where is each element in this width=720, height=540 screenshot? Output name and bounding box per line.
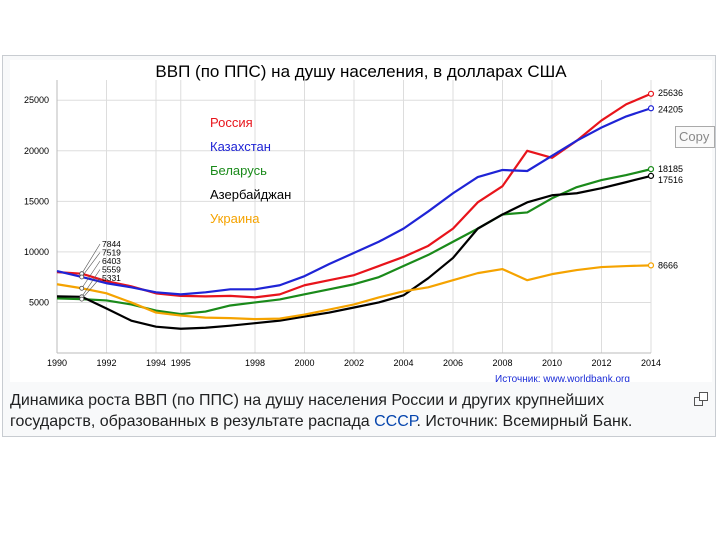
legend-entry: Казахстан <box>210 139 271 154</box>
y-tick-label: 5000 <box>29 297 49 307</box>
end-value-label: 25636 <box>658 88 683 98</box>
start-label-leader <box>81 277 101 300</box>
caption-text: Динамика роста ВВП (по ППС) на душу насе… <box>10 392 605 430</box>
figure-caption: Динамика роста ВВП (по ППС) на душу насе… <box>10 390 660 432</box>
start-point <box>79 296 85 302</box>
x-tick-label: 2002 <box>344 358 364 368</box>
y-tick-label: 25000 <box>24 95 49 105</box>
legend-entry: Россия <box>210 115 253 130</box>
chart-title: ВВП (по ППС) на душу населения, в доллар… <box>155 62 567 81</box>
expand-icon[interactable] <box>694 392 708 406</box>
end-value-label: 18185 <box>658 164 683 174</box>
start-point <box>79 285 85 291</box>
chart: 5000 10000 15000 20000 25000 1990 1992 1994 1995… <box>24 80 683 382</box>
start-value-label: 6403 <box>102 256 121 266</box>
start-label-leader <box>81 243 101 274</box>
end-value-label: 24205 <box>658 104 683 114</box>
legend: Россия Казахстан Беларусь Азербайджан Украин… <box>210 115 291 226</box>
y-tick-label: 10000 <box>24 247 49 257</box>
start-label-leader <box>81 252 101 278</box>
legend-entry: Азербайджан <box>210 187 291 202</box>
caption-link-ussr[interactable]: СССР <box>374 413 417 430</box>
x-tick-label: 1992 <box>96 358 116 368</box>
start-value-label: 7844 <box>102 239 121 249</box>
caption-source-text: . Источник: Всемирный Банк. <box>416 413 633 430</box>
series-line <box>56 174 652 330</box>
series-line <box>56 168 652 316</box>
start-label-leader <box>81 269 101 297</box>
copy-tooltip[interactable]: Copy <box>675 126 715 148</box>
x-tick-label: 1994 <box>146 358 166 368</box>
start-value-label: 5559 <box>102 265 121 275</box>
series-layer <box>56 90 655 330</box>
series-line <box>56 264 652 321</box>
series-end-point <box>647 172 655 179</box>
legend-entry: Украина <box>210 211 260 226</box>
legend-entry: Беларусь <box>210 163 267 178</box>
x-tick-label: 2006 <box>443 358 463 368</box>
end-value-label: 17516 <box>658 175 683 185</box>
start-value-label: 5331 <box>102 273 121 283</box>
x-tick-label: 2014 <box>641 358 661 368</box>
x-tick-label: 2008 <box>492 358 512 368</box>
y-tick-label: 15000 <box>24 196 49 206</box>
x-tick-label: 2000 <box>294 358 314 368</box>
axis-layer: 5000 10000 15000 20000 25000 1990 1992 1994 1995… <box>24 80 661 368</box>
x-tick-label: 2004 <box>393 358 413 368</box>
series-line <box>56 107 652 296</box>
x-tick-label: 1990 <box>47 358 67 368</box>
x-tick-label: 2010 <box>542 358 562 368</box>
x-tick-label: 1995 <box>171 358 191 368</box>
y-tick-label: 20000 <box>24 146 49 156</box>
start-point <box>79 274 85 280</box>
x-tick-label: 1998 <box>245 358 265 368</box>
series-end-point <box>647 105 655 112</box>
end-value-label: 8666 <box>658 260 678 270</box>
series-end-point <box>647 166 655 173</box>
grid-layer <box>56 80 652 353</box>
source-text[interactable]: Источник: www.worldbank.org <box>495 374 630 382</box>
chart-panel <box>10 60 712 382</box>
series-end-point <box>647 262 655 269</box>
start-label-leader <box>81 260 101 289</box>
series-end-point <box>647 90 655 97</box>
x-tick-label: 2012 <box>591 358 611 368</box>
start-value-label: 7519 <box>102 248 121 258</box>
